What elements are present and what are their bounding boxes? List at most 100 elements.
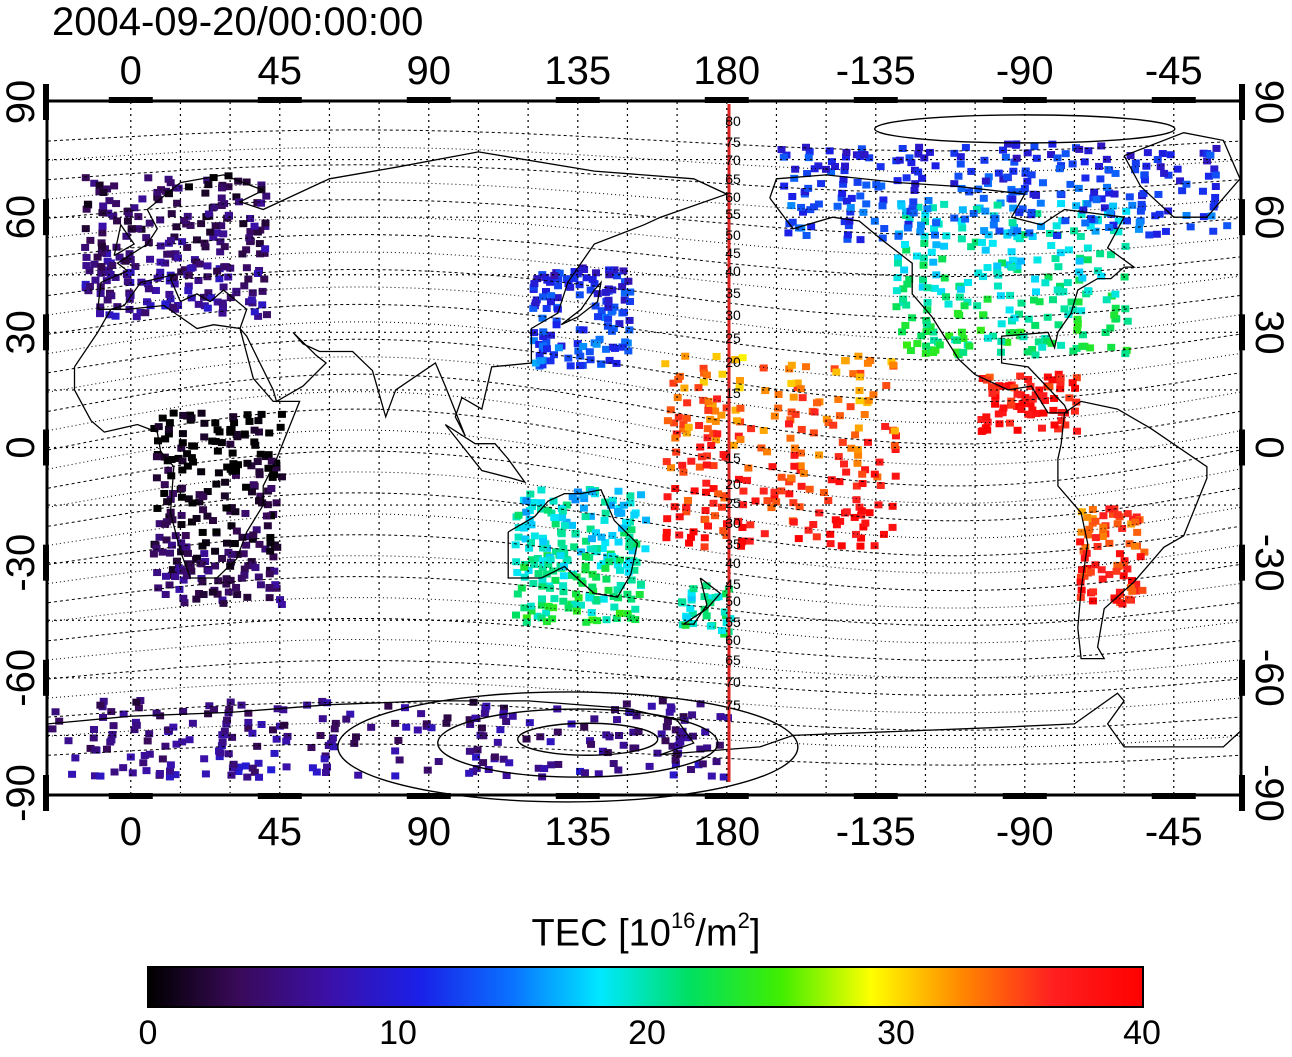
tec-cell xyxy=(846,203,855,211)
tec-cell xyxy=(247,488,256,496)
tec-cell xyxy=(99,697,108,705)
tec-cell xyxy=(593,290,602,298)
tec-cell xyxy=(624,347,633,355)
tec-cell xyxy=(576,352,585,360)
tec-cell xyxy=(713,430,722,438)
tec-cell xyxy=(199,591,208,599)
tec-cell xyxy=(1131,518,1140,526)
tec-cell xyxy=(965,188,974,196)
tec-cell xyxy=(1111,304,1120,312)
tec-cell xyxy=(703,434,712,442)
tec-cell xyxy=(105,197,114,205)
tec-cell xyxy=(876,481,885,489)
tec-cell xyxy=(1106,251,1115,259)
tec-cell xyxy=(251,564,260,572)
tec-cell xyxy=(1124,595,1133,603)
tec-cell xyxy=(721,492,730,500)
tec-cell xyxy=(542,305,551,313)
tec-cell xyxy=(1001,153,1010,161)
tec-cell xyxy=(112,200,121,208)
top-lon-label: 0 xyxy=(120,49,142,93)
tec-cell xyxy=(839,176,848,184)
tec-cell xyxy=(1084,531,1093,539)
tec-cell xyxy=(522,618,531,626)
tec-cell xyxy=(513,569,522,577)
tec-cell xyxy=(581,553,590,561)
tec-cell xyxy=(1024,410,1033,418)
tec-cell xyxy=(1081,174,1090,182)
tec-cell xyxy=(107,708,116,716)
tec-cell xyxy=(354,771,363,779)
tec-cell xyxy=(918,283,927,291)
tec-cell xyxy=(983,334,992,342)
tec-cell xyxy=(812,533,821,541)
tec-cell xyxy=(1105,571,1114,579)
tec-cell xyxy=(1085,525,1094,533)
tec-cell xyxy=(220,727,229,735)
tec-cell xyxy=(124,210,133,218)
contour-line xyxy=(47,251,1241,298)
tec-cell xyxy=(538,576,547,584)
tec-cell xyxy=(735,384,744,392)
tec-cell xyxy=(511,541,520,549)
tec-cell xyxy=(520,524,529,532)
tec-cell xyxy=(923,205,932,213)
tec-cell xyxy=(181,532,190,540)
tec-cell xyxy=(704,406,713,414)
contour-line xyxy=(47,356,1241,424)
frame-tick xyxy=(853,97,898,103)
tec-cell xyxy=(588,583,597,591)
tec-cell xyxy=(702,461,711,469)
tec-cell xyxy=(854,424,863,432)
tec-cell xyxy=(167,541,176,549)
tec-cell xyxy=(527,556,536,564)
tec-cell xyxy=(1053,231,1062,239)
tec-cell xyxy=(709,485,718,493)
tec-cell xyxy=(1048,296,1057,304)
tec-cell xyxy=(217,742,226,750)
tec-cell xyxy=(1012,188,1021,196)
tec-cell xyxy=(704,397,713,405)
tec-cell xyxy=(1164,171,1173,179)
tec-cell xyxy=(128,769,137,777)
tec-cell xyxy=(169,273,178,281)
coastline xyxy=(507,488,639,598)
tec-cell xyxy=(834,395,843,403)
tec-cell xyxy=(253,228,262,236)
tec-cell xyxy=(232,193,241,201)
tec-cell xyxy=(149,550,158,558)
tec-cell xyxy=(607,327,616,335)
tec-cell xyxy=(879,530,888,538)
tec-cell xyxy=(1013,227,1022,235)
tec-cell xyxy=(529,580,538,588)
tec-cell xyxy=(542,338,551,346)
tec-cell xyxy=(254,417,263,425)
coastline xyxy=(1057,400,1208,660)
left-lat-label: -60 xyxy=(0,649,43,707)
tec-cell xyxy=(915,143,924,151)
tec-cell xyxy=(1143,149,1152,157)
tec-cell xyxy=(222,575,231,583)
tec-cell xyxy=(784,420,793,428)
tec-cell xyxy=(166,250,175,258)
tec-cell xyxy=(394,736,403,744)
tec-cell xyxy=(1027,171,1036,179)
tec-cell xyxy=(817,180,826,188)
tec-cell xyxy=(308,764,317,772)
tec-cell xyxy=(105,311,114,319)
meridian-label: 55 xyxy=(725,614,741,630)
tec-cell xyxy=(988,239,997,247)
tec-cell xyxy=(95,181,104,189)
tec-cell xyxy=(610,344,619,352)
tec-cell xyxy=(1010,158,1019,166)
tec-cell xyxy=(613,716,622,724)
tec-cell xyxy=(1123,510,1132,518)
tec-cell xyxy=(534,570,543,578)
tec-cell xyxy=(113,217,122,225)
tec-cell xyxy=(192,236,201,244)
tec-cell xyxy=(597,533,606,541)
contour-line xyxy=(47,555,1241,609)
tec-cell xyxy=(598,545,607,553)
tec-cell xyxy=(254,573,263,581)
tec-cell xyxy=(980,227,989,235)
